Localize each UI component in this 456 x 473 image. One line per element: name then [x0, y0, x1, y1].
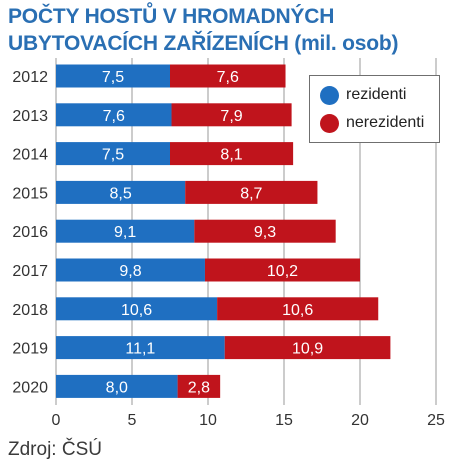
legend-item-rezidenti: rezidenti — [320, 84, 406, 106]
x-tick-label: 5 — [128, 412, 137, 429]
bar-rezidenti — [56, 336, 225, 360]
data-label-rezidenti: 9,1 — [114, 224, 136, 241]
data-label-rezidenti: 7,5 — [102, 69, 124, 86]
data-label-nerezidenti: 8,7 — [240, 185, 262, 202]
source-note: Zdroj: ČSÚ — [8, 439, 102, 460]
data-label-nerezidenti: 7,9 — [220, 108, 242, 125]
data-label-rezidenti: 7,5 — [102, 147, 124, 164]
data-label-rezidenti: 9,8 — [119, 263, 141, 280]
x-tick-label: 20 — [351, 412, 369, 429]
y-category-label: 2018 — [12, 302, 48, 319]
data-label-nerezidenti: 10,2 — [267, 263, 298, 280]
chart-title-line-2: UBYTOVACÍCH ZAŘÍZENÍCH (mil. osob) — [8, 32, 399, 55]
y-category-label: 2020 — [12, 379, 48, 396]
data-label-nerezidenti: 8,1 — [220, 147, 242, 164]
y-category-label: 2017 — [12, 263, 48, 280]
legend: rezidenti nerezidenti — [309, 75, 440, 143]
bar-nerezidenti — [171, 103, 292, 127]
x-tick-label: 10 — [199, 412, 217, 429]
data-label-nerezidenti: 2,8 — [188, 379, 210, 396]
bar-nerezidenti — [194, 219, 336, 243]
x-tick-label: 0 — [52, 412, 61, 429]
legend-item-nerezidenti: nerezidenti — [320, 112, 424, 134]
y-category-label: 2012 — [12, 69, 48, 86]
bar-nerezidenti — [170, 64, 286, 88]
data-label-nerezidenti: 7,6 — [217, 69, 239, 86]
data-label-nerezidenti: 10,6 — [282, 302, 313, 319]
x-tick-label: 15 — [275, 412, 293, 429]
bar-rezidenti — [56, 142, 170, 166]
y-category-label: 2014 — [12, 147, 48, 164]
data-label-rezidenti: 8,0 — [106, 379, 128, 396]
bar-rezidenti — [56, 297, 218, 321]
bar-nerezidenti — [217, 297, 379, 321]
bar-nerezidenti — [204, 258, 360, 282]
data-label-nerezidenti: 10,9 — [292, 341, 323, 358]
legend-swatch-nerezidenti — [320, 113, 339, 133]
data-label-rezidenti: 8,5 — [109, 185, 131, 202]
chart-title-line-1: POČTY HOSTŮ V HROMADNÝCH — [8, 5, 335, 28]
bar-nerezidenti — [170, 142, 294, 166]
bar-rezidenti — [56, 103, 172, 127]
legend-swatch-rezidenti — [320, 85, 339, 105]
x-tick-label: 25 — [427, 412, 445, 429]
y-category-label: 2019 — [12, 341, 48, 358]
bars — [56, 64, 391, 398]
bar-rezidenti — [56, 219, 195, 243]
bar-rezidenti — [56, 64, 170, 88]
legend-label-nerezidenti: nerezidenti — [346, 114, 425, 131]
data-label-rezidenti: 11,1 — [125, 341, 155, 358]
data-label-rezidenti: 10,6 — [121, 302, 152, 319]
bar-nerezidenti — [185, 180, 318, 204]
bar-rezidenti — [56, 258, 205, 282]
bar-rezidenti — [56, 180, 186, 204]
bar-nerezidenti — [177, 374, 221, 398]
data-label-rezidenti: 7,6 — [103, 108, 125, 125]
bar-nerezidenti — [224, 336, 391, 360]
legend-label-rezidenti: rezidenti — [346, 86, 407, 103]
data-label-nerezidenti: 9,3 — [254, 224, 276, 241]
y-category-label: 2016 — [12, 224, 48, 241]
bar-rezidenti — [56, 374, 178, 398]
y-category-label: 2015 — [12, 185, 48, 202]
y-category-label: 2013 — [12, 108, 48, 125]
